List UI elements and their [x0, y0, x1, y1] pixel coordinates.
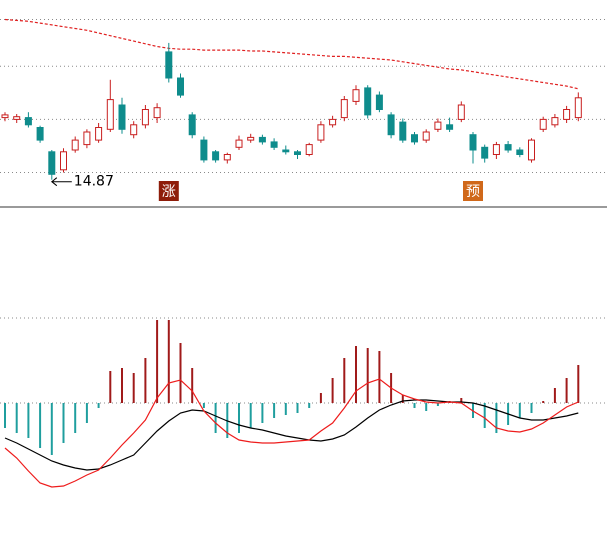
candle-body [375, 94, 383, 110]
candle-body [329, 118, 337, 126]
candle-body [434, 121, 442, 130]
candle-body [305, 144, 313, 156]
candle-body [399, 121, 407, 141]
candle-body [13, 116, 21, 120]
candle-body [469, 134, 477, 151]
candle-body [492, 144, 500, 156]
candle-body [317, 124, 325, 141]
candle-body [387, 114, 395, 136]
candle-body [118, 104, 126, 130]
candle-body [60, 151, 67, 171]
candle-body [270, 141, 278, 148]
dif-line [4, 378, 579, 488]
candle-body [24, 117, 32, 126]
candle-body [153, 107, 161, 119]
candle-body [165, 51, 173, 79]
candle-body [364, 87, 372, 116]
candle-body [177, 77, 184, 96]
candle-body [282, 149, 290, 153]
candle-body [48, 151, 56, 175]
candle-body [36, 127, 44, 141]
candle-body [539, 118, 547, 130]
candle-body [247, 136, 255, 141]
candle-body [71, 139, 79, 151]
candle-body [188, 114, 196, 136]
candle-body [258, 136, 266, 143]
candle-body [83, 131, 91, 146]
min-arrow [50, 177, 72, 187]
candle-body [411, 134, 418, 143]
candle-body [223, 154, 231, 161]
moving-average-line [4, 18, 579, 90]
candle-body [200, 139, 208, 161]
candle-body [212, 151, 220, 161]
candle-body [141, 109, 149, 126]
candle-body [340, 99, 348, 119]
candle-body [516, 149, 524, 155]
candle-body [551, 117, 559, 126]
signal-label: 涨 [162, 184, 176, 200]
candle-body [95, 127, 103, 141]
signal-label: 预 [466, 184, 480, 200]
signal-marker [158, 181, 179, 201]
candle-body [504, 144, 512, 151]
candle-body [130, 124, 138, 136]
candle-body [106, 99, 114, 130]
candle-body [422, 131, 430, 141]
signal-marker [463, 181, 483, 201]
candle-body [446, 124, 454, 130]
candle-body [563, 109, 571, 120]
candle-body [457, 104, 465, 120]
candle-body [528, 139, 535, 161]
candle-body [481, 146, 489, 159]
candle-body [294, 151, 301, 156]
min-label: 14.87 [74, 174, 114, 190]
candle-body [235, 139, 243, 148]
candle-body [574, 97, 582, 119]
candle-body [1, 114, 9, 119]
candle-body [352, 89, 360, 102]
